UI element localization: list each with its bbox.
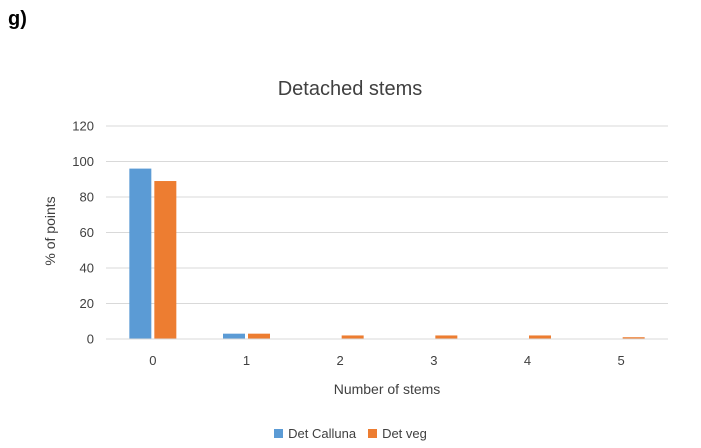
- legend: Det Calluna Det veg: [0, 426, 701, 441]
- x-tick-label: 0: [149, 353, 156, 368]
- y-tick-label: 20: [80, 296, 94, 311]
- legend-label: Det Calluna: [288, 426, 357, 441]
- x-tick-label: 4: [524, 353, 531, 368]
- x-tick-label: 1: [243, 353, 250, 368]
- x-axis-ticks: 0 1 2 3 4 5: [149, 353, 625, 368]
- legend-item: Det Calluna: [274, 426, 356, 441]
- y-axis-title: % of points: [42, 196, 58, 265]
- y-tick-label: 120: [72, 119, 94, 134]
- y-tick-label: 80: [80, 190, 94, 205]
- bar-det-calluna-1: [223, 333, 245, 339]
- bar-det-calluna-0: [129, 168, 152, 339]
- y-tick-label: 40: [80, 261, 94, 276]
- legend-swatch: [274, 429, 284, 438]
- y-tick-label: 60: [80, 225, 94, 240]
- legend-label: Det veg: [382, 426, 427, 441]
- bar-det-veg-5: [622, 337, 645, 339]
- x-axis-title: Number of stems: [334, 381, 441, 397]
- bar-chart: Detached stems 0 20 40 60 80 100 120 0 1 2 3 4 5 Nu…: [42, 78, 668, 397]
- y-axis-ticks: 0 20 40 60 80 100 120: [72, 119, 94, 347]
- bars: [129, 168, 645, 339]
- x-tick-label: 3: [430, 353, 437, 368]
- bar-det-veg-0: [154, 181, 177, 339]
- x-tick-label: 2: [337, 353, 344, 368]
- x-tick-label: 5: [618, 353, 625, 368]
- legend-item: Det veg: [368, 426, 427, 441]
- legend-swatch: [368, 429, 378, 438]
- y-tick-label: 100: [72, 154, 94, 169]
- y-tick-label: 0: [87, 332, 94, 347]
- bar-det-veg-3: [435, 335, 458, 339]
- bar-det-veg-4: [529, 335, 551, 339]
- chart-title: Detached stems: [278, 78, 423, 100]
- gridlines: [106, 125, 668, 304]
- panel-label: g): [8, 8, 27, 30]
- bar-det-veg-2: [341, 335, 364, 339]
- bar-det-veg-1: [248, 333, 270, 339]
